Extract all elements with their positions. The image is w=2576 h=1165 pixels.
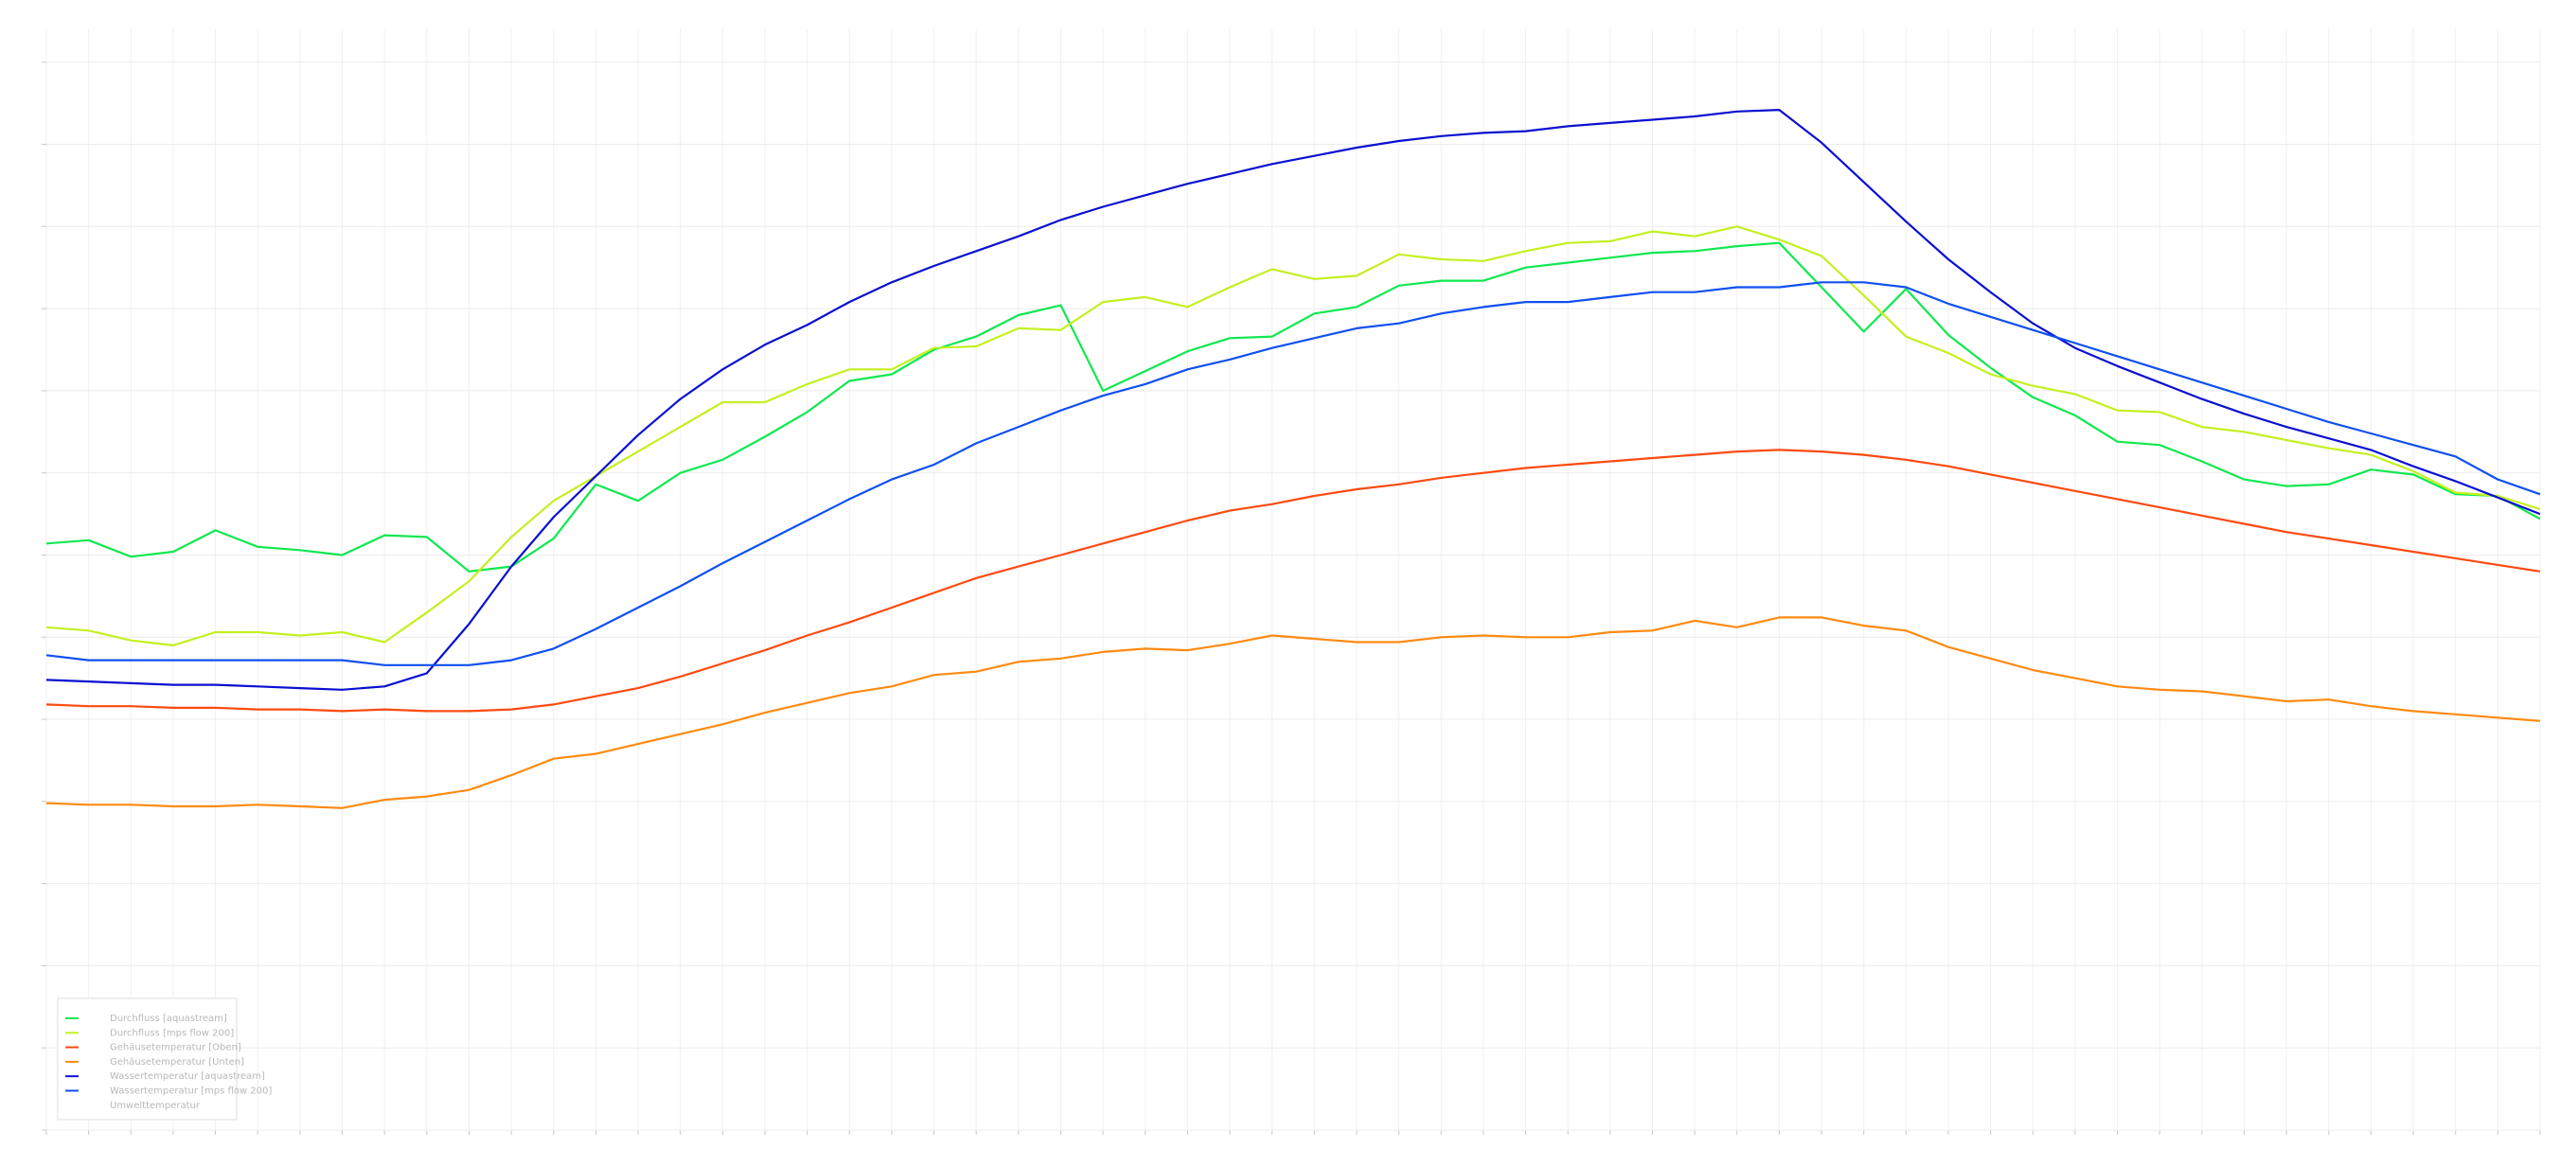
series-line [45, 225, 2541, 646]
lines [45, 109, 2541, 809]
legend-label: Gehäusetemperatur [Oben] [110, 1043, 241, 1053]
legend-label: Umwelttemperatur [110, 1101, 201, 1111]
legend-label: Durchfluss [aquastream] [110, 1014, 227, 1024]
series-line [45, 109, 2541, 691]
grid [42, 29, 2541, 1135]
legend-label: Wassertemperatur [aquastream] [110, 1071, 265, 1082]
legend-label: Wassertemperatur [mps flow 200] [110, 1086, 272, 1097]
plot-area [46, 29, 2540, 1130]
series-line [45, 241, 2541, 573]
series-line [45, 449, 2541, 713]
legend: Durchfluss [aquastream] Durchfluss [mps f… [57, 997, 272, 1121]
legend-box [57, 997, 238, 1121]
series-line [45, 616, 2541, 809]
legend-label: Durchfluss [mps flow 200] [110, 1028, 234, 1038]
series-line [45, 281, 2541, 666]
legend-label: Gehäusetemperatur [Unten] [110, 1057, 244, 1068]
